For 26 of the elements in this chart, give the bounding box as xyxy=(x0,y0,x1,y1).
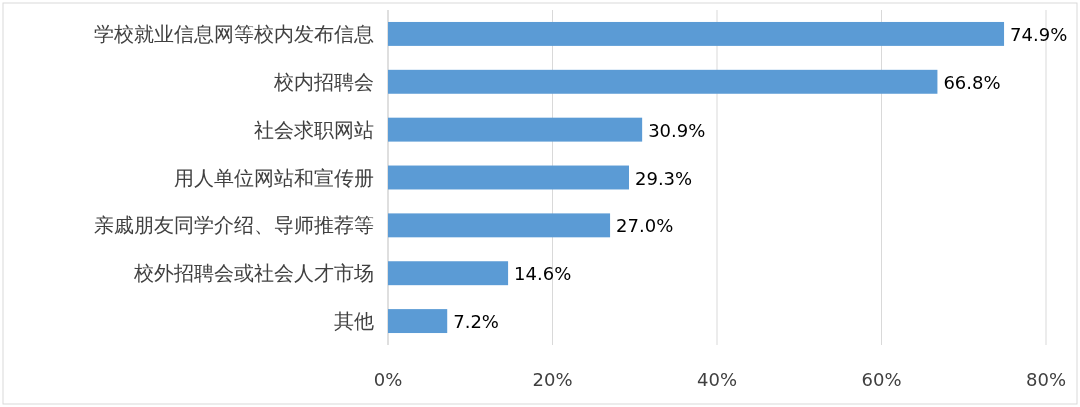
data-label: 30.9% xyxy=(648,119,706,141)
bar xyxy=(388,309,448,334)
data-label: 14.6% xyxy=(514,263,572,285)
bar xyxy=(388,117,643,142)
bar xyxy=(388,69,938,94)
data-label: 7.2% xyxy=(453,311,499,333)
x-tick-label: 40% xyxy=(696,369,738,390)
data-label: 29.3% xyxy=(634,167,693,189)
data-label: 27.0% xyxy=(616,215,674,237)
bar xyxy=(388,21,1005,46)
y-tick-label: 社会求职网站 xyxy=(254,117,374,142)
y-tick-label: 校外招聘会或社会人才市场 xyxy=(133,261,374,286)
bar xyxy=(388,165,629,190)
data-label: 66.8% xyxy=(943,71,1001,93)
x-tick-label: 0% xyxy=(373,369,403,390)
y-tick-label: 亲戚朋友同学介绍、导师推荐等 xyxy=(94,213,374,238)
x-tick-label: 60% xyxy=(861,369,902,390)
bar xyxy=(388,261,509,286)
x-tick-label: 20% xyxy=(532,369,573,390)
data-label: 74.9% xyxy=(1010,23,1068,45)
bar xyxy=(388,213,611,238)
y-tick-label: 学校就业信息网等校内发布信息 xyxy=(94,21,374,46)
y-tick-label: 其他 xyxy=(334,309,374,334)
y-tick-label: 用人单位网站和宣传册 xyxy=(174,165,374,190)
y-tick-label: 校内招聘会 xyxy=(273,69,374,94)
x-tick-label: 80% xyxy=(1025,369,1067,390)
